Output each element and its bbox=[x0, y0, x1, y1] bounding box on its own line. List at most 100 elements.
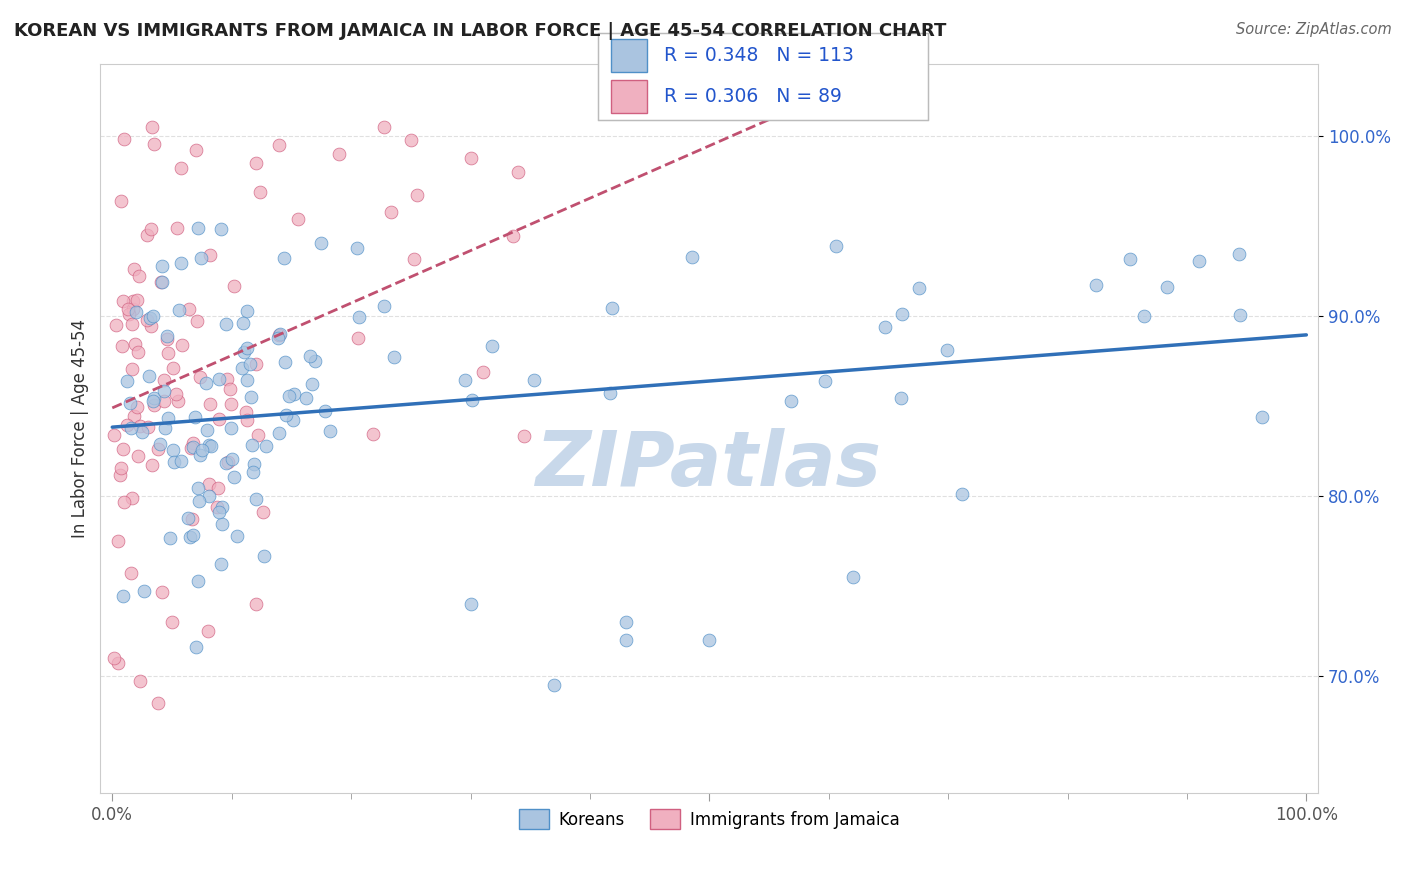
Point bbox=[188, 494, 211, 508]
Point bbox=[472, 365, 495, 379]
Point bbox=[235, 405, 257, 419]
Point bbox=[231, 361, 253, 376]
Point bbox=[131, 425, 153, 439]
Point bbox=[184, 640, 207, 654]
Point bbox=[273, 251, 295, 265]
Point bbox=[105, 318, 128, 332]
Point bbox=[315, 403, 337, 417]
Point bbox=[112, 132, 135, 146]
Point bbox=[1084, 277, 1107, 292]
Point bbox=[908, 281, 931, 295]
Point bbox=[328, 147, 350, 161]
Point bbox=[142, 393, 165, 408]
Point bbox=[217, 455, 239, 469]
Point bbox=[304, 354, 326, 368]
Point bbox=[110, 194, 132, 208]
Point bbox=[254, 439, 277, 453]
Point bbox=[153, 393, 176, 408]
Point bbox=[243, 457, 266, 471]
Point bbox=[361, 427, 384, 442]
Point bbox=[219, 421, 242, 435]
Point bbox=[875, 320, 897, 334]
Point bbox=[287, 212, 309, 227]
Point bbox=[142, 309, 165, 323]
Point bbox=[950, 487, 973, 501]
Point bbox=[103, 651, 125, 665]
Point bbox=[221, 452, 243, 467]
Point bbox=[188, 449, 211, 463]
Point bbox=[508, 165, 530, 179]
Point bbox=[120, 566, 142, 580]
Point bbox=[276, 408, 298, 422]
Point bbox=[149, 436, 172, 450]
Point bbox=[252, 505, 274, 519]
Point bbox=[120, 395, 142, 409]
Point bbox=[186, 314, 208, 328]
Point bbox=[141, 458, 163, 472]
Point bbox=[460, 151, 482, 165]
Point bbox=[1227, 247, 1250, 261]
Point bbox=[215, 456, 238, 470]
Point bbox=[107, 533, 129, 548]
Point bbox=[142, 137, 165, 152]
Point bbox=[135, 313, 157, 327]
Point bbox=[236, 373, 259, 387]
Point bbox=[195, 424, 218, 438]
Point bbox=[122, 409, 145, 424]
Point bbox=[402, 252, 425, 267]
Bar bbox=[610, 39, 647, 72]
Point bbox=[1119, 252, 1142, 267]
Point bbox=[215, 372, 238, 386]
Point bbox=[127, 449, 149, 463]
Point bbox=[170, 256, 193, 270]
Legend: Koreans, Immigrants from Jamaica: Koreans, Immigrants from Jamaica bbox=[512, 803, 907, 835]
Point bbox=[194, 376, 217, 391]
Point bbox=[141, 120, 163, 134]
Point bbox=[197, 438, 219, 452]
Point bbox=[184, 409, 207, 424]
Point bbox=[233, 345, 256, 359]
Point bbox=[139, 319, 162, 334]
Text: ZIPatlas: ZIPatlas bbox=[536, 428, 883, 502]
Point bbox=[242, 465, 264, 479]
Point bbox=[112, 494, 135, 508]
Point bbox=[249, 185, 271, 199]
Point bbox=[208, 412, 231, 426]
Point bbox=[120, 421, 142, 435]
Point bbox=[107, 656, 129, 670]
Point bbox=[211, 500, 233, 515]
Point bbox=[269, 326, 291, 341]
Point bbox=[232, 316, 254, 330]
Point bbox=[191, 442, 214, 457]
Point bbox=[148, 696, 170, 710]
Point bbox=[346, 331, 368, 345]
Point bbox=[121, 317, 143, 331]
Point bbox=[200, 248, 222, 262]
Point bbox=[543, 678, 565, 692]
Point bbox=[226, 529, 249, 543]
Point bbox=[163, 455, 186, 469]
Point bbox=[139, 311, 162, 326]
Point bbox=[177, 511, 200, 525]
Text: Source: ZipAtlas.com: Source: ZipAtlas.com bbox=[1236, 22, 1392, 37]
Point bbox=[156, 328, 179, 343]
Point bbox=[111, 339, 134, 353]
Point bbox=[181, 528, 204, 542]
Point bbox=[122, 262, 145, 277]
Point bbox=[681, 250, 703, 264]
Point bbox=[283, 386, 305, 401]
Point bbox=[181, 436, 204, 450]
Point bbox=[136, 420, 159, 434]
Point bbox=[319, 425, 342, 439]
Point bbox=[239, 390, 262, 404]
Point bbox=[299, 349, 322, 363]
Point bbox=[380, 205, 402, 219]
Point bbox=[890, 391, 912, 405]
Point bbox=[170, 454, 193, 468]
Point bbox=[281, 412, 304, 426]
Point bbox=[125, 305, 148, 319]
Point bbox=[523, 373, 546, 387]
Point bbox=[177, 301, 200, 316]
Point bbox=[481, 339, 503, 353]
Point bbox=[211, 516, 233, 531]
